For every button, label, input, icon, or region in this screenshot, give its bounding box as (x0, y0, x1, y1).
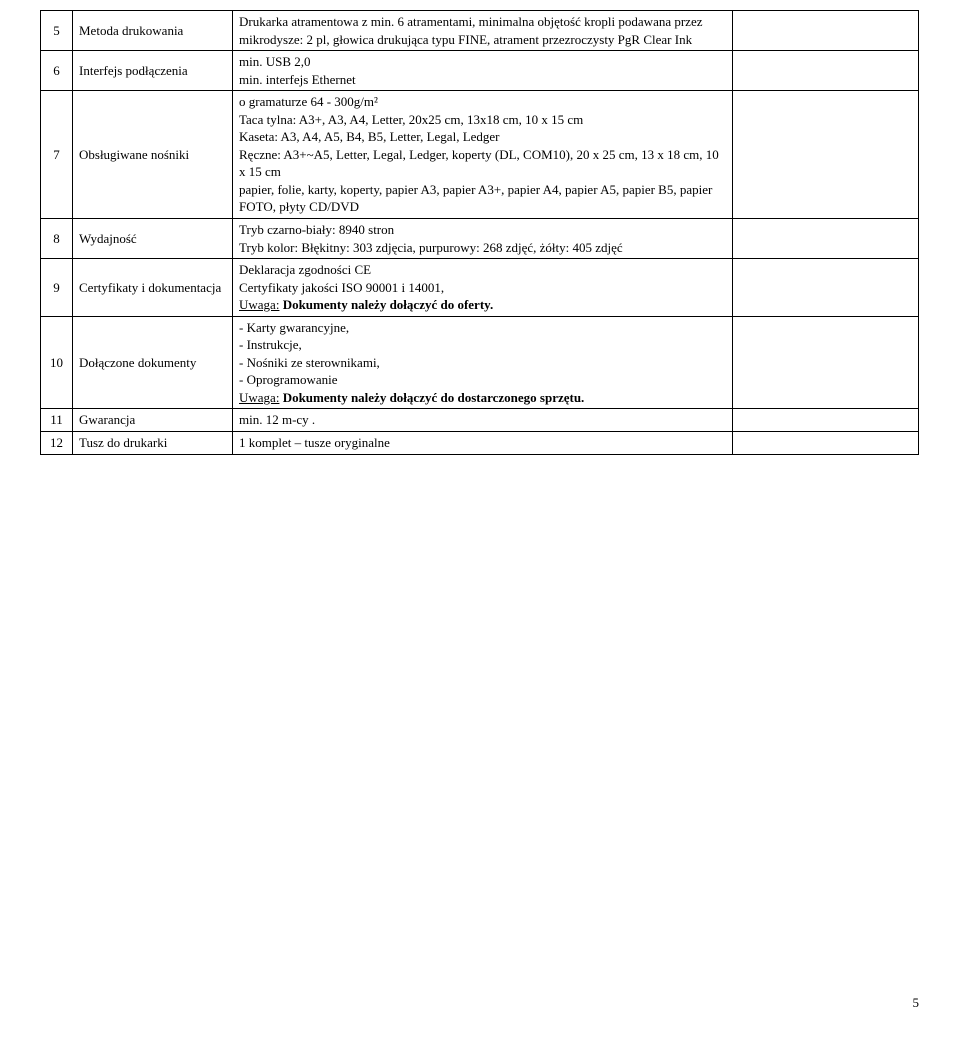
row-empty (733, 11, 919, 51)
row-number: 9 (41, 259, 73, 317)
row-number: 7 (41, 91, 73, 219)
uwaga-prefix: Uwaga: (239, 390, 279, 405)
row-desc: min. USB 2,0min. interfejs Ethernet (233, 51, 733, 91)
table-row: 5 Metoda drukowania Drukarka atramentowa… (41, 11, 919, 51)
row-empty (733, 219, 919, 259)
table-row: 7 Obsługiwane nośniki o gramaturze 64 - … (41, 91, 919, 219)
row-label: Gwarancja (73, 409, 233, 432)
row-label: Dołączone dokumenty (73, 316, 233, 409)
row-desc: - Karty gwarancyjne,- Instrukcje,- Nośni… (233, 316, 733, 409)
page-number: 5 (40, 995, 919, 1011)
row-desc: min. 12 m-cy . (233, 409, 733, 432)
row-label: Obsługiwane nośniki (73, 91, 233, 219)
spec-table: 5 Metoda drukowania Drukarka atramentowa… (40, 10, 919, 455)
uwaga-prefix: Uwaga: (239, 297, 279, 312)
row-number: 11 (41, 409, 73, 432)
row-label: Metoda drukowania (73, 11, 233, 51)
row-desc-plain: Deklaracja zgodności CECertyfikaty jakoś… (239, 262, 444, 295)
row-empty (733, 51, 919, 91)
row-empty (733, 432, 919, 455)
row-label: Certyfikaty i dokumentacja (73, 259, 233, 317)
table-row: 6 Interfejs podłączenia min. USB 2,0min.… (41, 51, 919, 91)
row-empty (733, 316, 919, 409)
table-row: 8 Wydajność Tryb czarno-biały: 8940 stro… (41, 219, 919, 259)
row-desc-plain: - Karty gwarancyjne,- Instrukcje,- Nośni… (239, 320, 380, 388)
uwaga-bold: Dokumenty należy dołączyć do oferty. (279, 297, 493, 312)
table-row: 9 Certyfikaty i dokumentacja Deklaracja … (41, 259, 919, 317)
row-number: 10 (41, 316, 73, 409)
row-desc: Tryb czarno-biały: 8940 stronTryb kolor:… (233, 219, 733, 259)
row-empty (733, 259, 919, 317)
row-desc: Deklaracja zgodności CECertyfikaty jakoś… (233, 259, 733, 317)
uwaga-bold: Dokumenty należy dołączyć do dostarczone… (279, 390, 584, 405)
row-label: Interfejs podłączenia (73, 51, 233, 91)
row-empty (733, 409, 919, 432)
table-row: 12 Tusz do drukarki 1 komplet – tusze or… (41, 432, 919, 455)
row-label: Wydajność (73, 219, 233, 259)
row-number: 8 (41, 219, 73, 259)
row-number: 5 (41, 11, 73, 51)
row-empty (733, 91, 919, 219)
table-row: 10 Dołączone dokumenty - Karty gwarancyj… (41, 316, 919, 409)
row-desc: 1 komplet – tusze oryginalne (233, 432, 733, 455)
row-desc: Drukarka atramentowa z min. 6 atramentam… (233, 11, 733, 51)
row-desc: o gramaturze 64 - 300g/m²Taca tylna: A3+… (233, 91, 733, 219)
table-row: 11 Gwarancja min. 12 m-cy . (41, 409, 919, 432)
row-number: 6 (41, 51, 73, 91)
row-number: 12 (41, 432, 73, 455)
row-label: Tusz do drukarki (73, 432, 233, 455)
